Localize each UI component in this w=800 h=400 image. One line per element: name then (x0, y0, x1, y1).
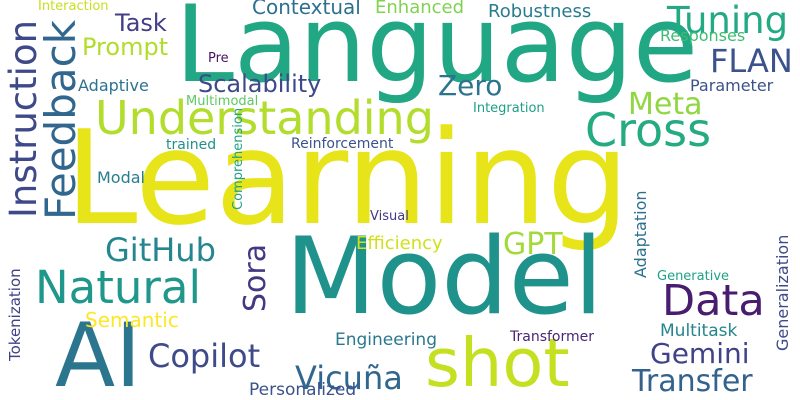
word-multimodal: Multimodal (186, 94, 259, 109)
word-cross: Cross (585, 103, 712, 157)
word-sora: Sora (238, 244, 273, 313)
word-model: Model (285, 215, 604, 338)
word-github: GitHub (105, 231, 216, 269)
word-multitask: Multitask (660, 321, 738, 341)
word-scalability: Scalability (198, 70, 322, 98)
word-adaptation: Adaptation (631, 190, 650, 278)
word-tuning: Tuning (667, 0, 789, 42)
word-transformer: Transformer (510, 329, 595, 345)
word-meta: Meta (628, 87, 703, 122)
word-vicu-a: Vicuña (295, 359, 403, 397)
word-copilot: Copilot (148, 337, 261, 375)
word-personalized: Personalized (249, 380, 357, 400)
word-transfer: Transfer (632, 364, 753, 399)
word-responses: Responses (660, 26, 746, 45)
word-engineering: Engineering (335, 330, 437, 350)
word-shot: shot (425, 324, 570, 400)
word-visual: Visual (370, 209, 409, 224)
word-generative: Generative (657, 269, 730, 284)
word-data: Data (662, 276, 765, 326)
word-learning: Learning (65, 102, 630, 254)
word-gpt: GPT (503, 227, 563, 262)
word-efficiency: Efficiency (356, 233, 443, 254)
word-enhanced: Enhanced (375, 0, 465, 18)
word-parameter: Parameter (690, 76, 774, 95)
word-comprehension: Comprehension (231, 108, 246, 211)
word-language: Language (175, 0, 699, 106)
word-reinforcement: Reinforcement (291, 136, 394, 152)
word-tokenization: Tokenization (6, 268, 24, 361)
word-ai: AI (55, 304, 142, 400)
word-contextual: Contextual (252, 0, 361, 19)
word-trained: trained (166, 137, 217, 153)
word-integration: Integration (473, 101, 545, 116)
word-generalization: Generalization (773, 235, 792, 352)
word-zero: Zero (438, 69, 503, 102)
word-adaptive: Adaptive (78, 76, 149, 95)
word-natural: Natural (35, 261, 201, 314)
word-instruction: Instruction (2, 20, 45, 219)
word-task: Task (115, 9, 167, 37)
word-prompt: Prompt (82, 33, 169, 61)
word-semantic: Semantic (85, 308, 179, 332)
word-flan: FLAN (710, 42, 793, 80)
word-gemini: Gemini (650, 337, 750, 370)
word-understanding: Understanding (95, 91, 434, 145)
word-robustness: Robustness (488, 1, 592, 22)
word-feedback: Feedback (36, 20, 85, 221)
word-modal: Modal (97, 168, 145, 187)
word-interaction: Interaction (38, 0, 109, 14)
word-pre: Pre (208, 51, 229, 66)
